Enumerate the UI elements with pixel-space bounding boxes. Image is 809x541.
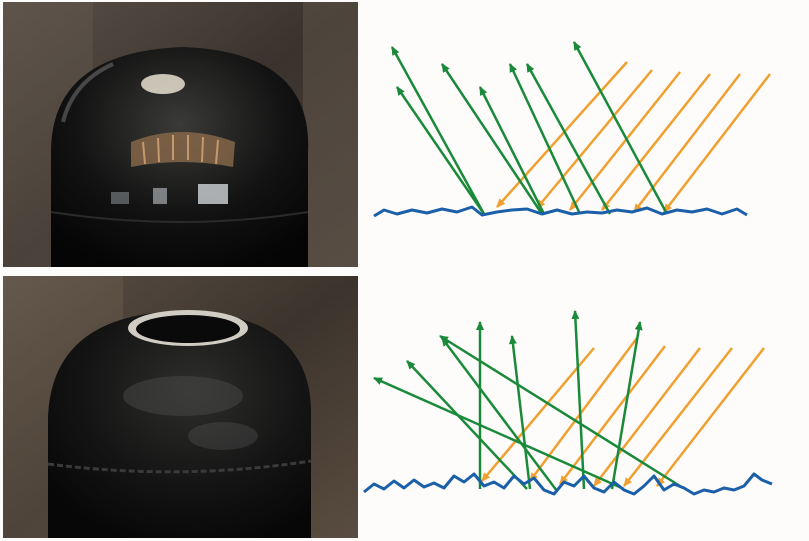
reflected-ray <box>508 335 532 490</box>
smooth-surface-line <box>373 205 748 218</box>
reflected-ray <box>525 63 612 215</box>
diffuse-reflection-diagram <box>362 276 807 538</box>
incident-ray <box>481 347 595 482</box>
bin-dome <box>48 311 312 538</box>
reflected-ray <box>439 334 681 488</box>
incident-ray <box>633 73 741 213</box>
incident-ray <box>496 61 628 208</box>
reflected-rays <box>373 310 681 492</box>
incident-ray <box>569 71 681 211</box>
glossy-bin-photo <box>3 2 358 267</box>
rough-surface-line <box>363 472 773 496</box>
reflected-ray <box>390 46 486 215</box>
reflected-ray <box>572 41 669 215</box>
incident-rays <box>481 337 765 487</box>
reflected-ray <box>441 337 558 492</box>
incident-ray <box>528 337 639 482</box>
incident-ray <box>601 73 711 211</box>
incident-ray <box>623 347 733 487</box>
reflected-rays <box>390 41 669 215</box>
reflected-ray <box>478 86 546 215</box>
reflected-ray <box>395 86 486 215</box>
incident-rays <box>496 61 771 213</box>
matte-bin-photo <box>3 276 358 538</box>
incident-ray <box>656 347 765 487</box>
specular-reflection-diagram <box>362 2 807 267</box>
incident-ray <box>663 73 771 213</box>
reflected-ray <box>610 321 643 490</box>
reflected-ray <box>373 376 625 491</box>
incident-ray <box>536 69 653 209</box>
reflected-ray <box>571 310 586 490</box>
reflected-ray <box>406 360 528 490</box>
reflected-ray <box>440 63 544 215</box>
incident-ray <box>559 345 666 485</box>
reflected-ray <box>508 63 582 215</box>
incident-ray <box>593 347 701 487</box>
